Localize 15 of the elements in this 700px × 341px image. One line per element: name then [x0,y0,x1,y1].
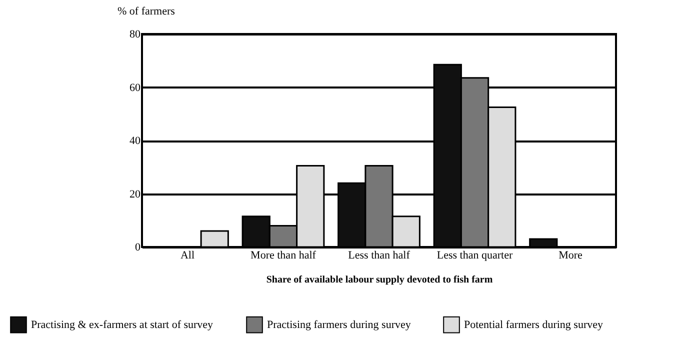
x-tick-label: More than half [250,250,316,262]
x-tick-label: Less than quarter [436,250,513,262]
y-tick-label: 0 [135,242,141,254]
x-axis-title: Share of available labour supply devoted to fish farm [266,274,494,286]
y-tick-label: 80 [130,28,141,40]
x-tick-label: More [558,250,583,262]
y-tick-label: 60 [130,82,141,94]
legend-label: Practising & ex-farmers at start of survey [31,318,214,331]
y-tick-label: 20 [130,188,141,200]
x-tick-label: Less than half [348,250,410,262]
y-tick-label: 40 [130,135,141,147]
legend-label: Practising farmers during survey [267,318,412,331]
legend-label: Potential farmers during survey [464,318,604,331]
x-tick-label: All [180,250,195,262]
y-axis-title: % of farmers [118,6,175,18]
